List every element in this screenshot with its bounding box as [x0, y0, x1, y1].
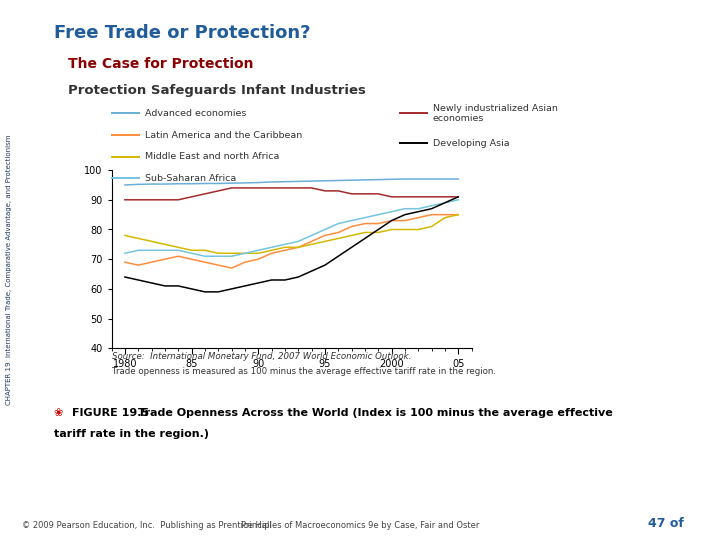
- Text: Developing Asia: Developing Asia: [433, 139, 509, 147]
- Text: FIGURE 19.5: FIGURE 19.5: [72, 408, 157, 418]
- Text: Free Trade or Protection?: Free Trade or Protection?: [54, 24, 310, 42]
- Text: CHAPTER 19  International Trade, Comparative Advantage, and Protectionism: CHAPTER 19 International Trade, Comparat…: [6, 135, 12, 405]
- Text: Source:  International Monetary Fund, 2007 World Economic Outlook.: Source: International Monetary Fund, 200…: [112, 352, 411, 361]
- Text: Trade openness is measured as 100 minus the average effective tariff rate in the: Trade openness is measured as 100 minus …: [112, 367, 495, 376]
- Text: tariff rate in the region.): tariff rate in the region.): [54, 429, 209, 440]
- Text: Principles of Macroeconomics 9e by Case, Fair and Oster: Principles of Macroeconomics 9e by Case,…: [240, 521, 480, 530]
- Text: Protection Safeguards Infant Industries: Protection Safeguards Infant Industries: [68, 84, 366, 97]
- Text: Newly industrialized Asian
economies: Newly industrialized Asian economies: [433, 104, 557, 123]
- Text: ❀: ❀: [54, 408, 67, 418]
- Text: © 2009 Pearson Education, Inc.  Publishing as Prentice Hall: © 2009 Pearson Education, Inc. Publishin…: [22, 521, 271, 530]
- Text: Sub-Saharan Africa: Sub-Saharan Africa: [145, 174, 236, 183]
- Text: Trade Openness Across the World (Index is 100 minus the average effective: Trade Openness Across the World (Index i…: [138, 408, 612, 418]
- Text: The Case for Protection: The Case for Protection: [68, 57, 254, 71]
- Text: Middle East and north Africa: Middle East and north Africa: [145, 152, 279, 161]
- Text: Latin America and the Caribbean: Latin America and the Caribbean: [145, 131, 302, 139]
- Text: 47 of: 47 of: [648, 517, 684, 530]
- Text: Advanced economies: Advanced economies: [145, 109, 246, 118]
